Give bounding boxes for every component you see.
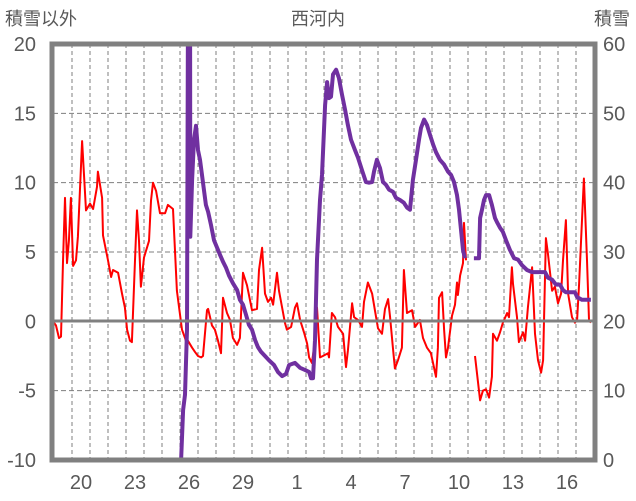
right-y-tick-label: 0 xyxy=(603,450,614,472)
x-tick-label: 29 xyxy=(232,472,254,494)
right-y-tick-label: 50 xyxy=(603,103,625,125)
left-y-tick-label: 0 xyxy=(25,311,36,333)
snow-depth-line xyxy=(473,193,591,302)
x-tick-label: 4 xyxy=(345,472,356,494)
x-tick-label: 20 xyxy=(70,472,92,494)
left-y-tick-label: 15 xyxy=(14,103,36,125)
left-y-tick-label: -5 xyxy=(18,381,36,403)
x-tick-label: 1 xyxy=(291,472,302,494)
x-tick-label: 13 xyxy=(502,472,524,494)
x-tick-label: 16 xyxy=(556,472,578,494)
left-y-tick-label: 10 xyxy=(14,173,36,195)
series-group xyxy=(53,44,592,460)
right-y-tick-label: 30 xyxy=(603,242,625,264)
right-y-tick-label: 10 xyxy=(603,381,625,403)
x-tick-label: 10 xyxy=(448,472,470,494)
right-axis-title: 積雪 xyxy=(594,9,630,30)
x-tick-label: 23 xyxy=(124,472,146,494)
non-snow-line xyxy=(53,140,467,378)
left-y-tick-label: 5 xyxy=(25,242,36,264)
plot-frame xyxy=(49,41,598,463)
right-y-tick-label: 20 xyxy=(603,311,625,333)
left-axis-title: 積雪以外 xyxy=(5,9,77,30)
left-y-tick-label: -10 xyxy=(7,450,36,472)
snow-depth-line xyxy=(54,44,467,460)
right-y-tick-label: 60 xyxy=(603,34,625,56)
x-tick-label: 7 xyxy=(399,472,410,494)
left-y-tick-label: 20 xyxy=(14,34,36,56)
right-y-tick-label: 40 xyxy=(603,173,625,195)
gridlines xyxy=(53,44,594,460)
x-tick-label: 26 xyxy=(178,472,200,494)
chart-title: 西河内 xyxy=(291,9,345,30)
